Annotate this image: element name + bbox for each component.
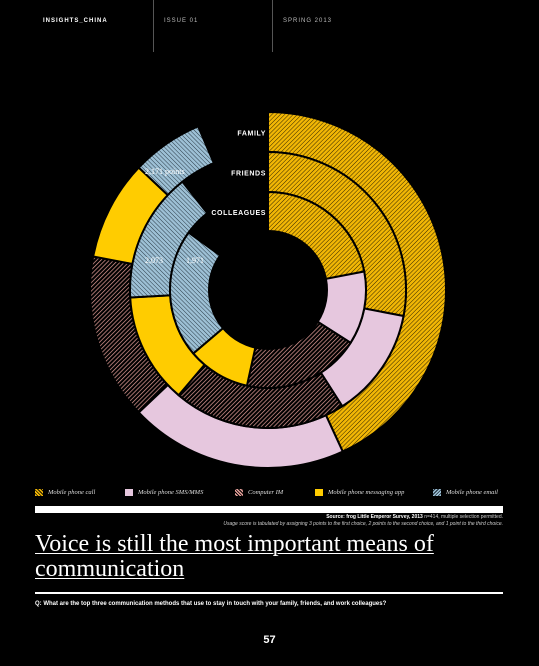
header-issue-label: ISSUE 01	[164, 18, 199, 24]
chart-legend: Mobile phone call Mobile phone SMS/MMS C…	[35, 489, 505, 501]
source-line: Source: frog Little Emperor Survey, 2013…	[35, 514, 503, 520]
legend-label-computer-im: Computer IM	[248, 489, 284, 496]
headline-rule	[35, 592, 503, 594]
survey-question: Q: What are the top three communication …	[35, 601, 387, 607]
legend-swatch-computer-im	[235, 489, 243, 496]
header-issue: ISSUE 01	[154, 0, 273, 52]
legend-item-computer-im: Computer IM	[235, 489, 283, 496]
legend-label-sms: Mobile phone SMS/MMS	[138, 489, 204, 496]
header-season: SPRING 2013	[273, 0, 391, 52]
ring-label-friends: FRIENDS	[231, 171, 266, 178]
header-section: INSIGHTS_CHINA	[35, 0, 154, 52]
legend-label-email: Mobile phone email	[446, 489, 498, 496]
legend-swatch-messaging-app	[315, 489, 323, 496]
ring-separator-colleagues	[208, 230, 328, 350]
legend-item-phone-call: Mobile phone call	[35, 489, 95, 496]
legend-label-phone-call: Mobile phone call	[48, 489, 96, 496]
total-label-family: 2,171 points	[145, 167, 185, 176]
legend-swatch-phone-call	[35, 489, 43, 496]
page-number: 57	[263, 634, 276, 646]
header-season-label: SPRING 2013	[283, 18, 333, 24]
legend-swatch-sms	[125, 489, 133, 496]
ring-label-colleagues: COLLEAGUES	[211, 210, 266, 217]
source-sample: n=414, multiple selection permitted.	[424, 514, 503, 520]
legend-item-messaging-app: Mobile phone messaging app	[315, 489, 404, 496]
source-label: Source: frog Little Emperor Survey, 2013	[326, 514, 423, 520]
ring-label-family: FAMILY	[237, 131, 266, 138]
headline: Voice is still the most important means …	[35, 531, 434, 582]
source-note: Usage score is tabulated by assigning 3 …	[223, 521, 503, 527]
legend-item-email: Mobile phone email	[433, 489, 498, 496]
legend-label-messaging-app: Mobile phone messaging app	[328, 489, 405, 496]
total-label-colleagues: 1,971	[186, 256, 204, 265]
legend-item-sms: Mobile phone SMS/MMS	[125, 489, 203, 496]
total-label-friends: 2,073	[145, 256, 163, 265]
header-section-label: INSIGHTS_CHINA	[43, 18, 108, 24]
top-rule	[35, 506, 503, 513]
radial-chart: FAMILY FRIENDS COLLEAGUES 2,171 points 2,073…	[89, 110, 447, 469]
legend-swatch-email	[433, 489, 441, 496]
